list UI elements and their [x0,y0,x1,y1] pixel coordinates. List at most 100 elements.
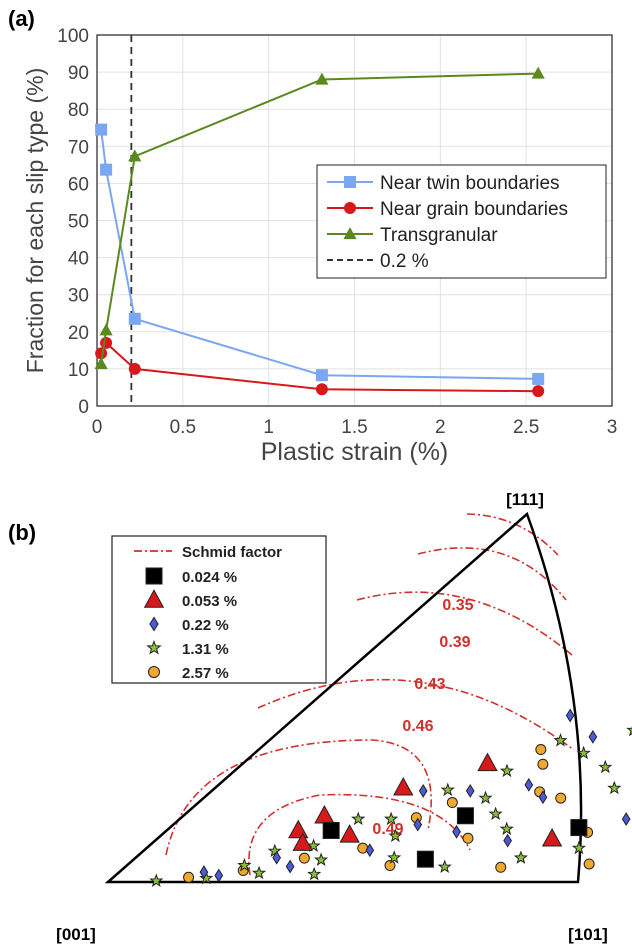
data-point [94,357,108,370]
ipf-point [183,871,195,883]
ipf-point [416,850,434,868]
data-point [315,369,328,382]
ipf-point [387,850,402,864]
legend-label: 0.2 % [380,251,429,272]
ipf-point [351,811,366,826]
ipf-point [267,843,282,858]
x-tick-label: 2 [435,417,446,438]
corner-label-101: [101] [568,925,608,944]
schmid-contour [466,513,559,556]
schmid-contour [257,678,575,751]
ipf-point [537,758,549,770]
y-tick-label: 80 [68,100,89,121]
ipf-point [477,752,498,772]
ipf-point [384,811,399,826]
ipf-point [626,726,632,737]
data-point [95,123,108,136]
y-tick-label: 0 [78,397,89,418]
ipf-point [513,850,528,864]
data-point [532,385,545,398]
series-group [94,66,545,398]
ipf-point [339,824,360,843]
ipf-point [621,812,631,827]
ipf-point [478,790,493,805]
legend-label: 1.31 % [182,641,229,658]
data-point [532,372,545,385]
contour-label: 0.46 [402,718,433,735]
data-point [128,312,141,325]
ipf-point [307,866,322,881]
data-point [99,323,113,336]
ipf-point [314,804,335,824]
ipf-point [322,821,340,839]
legend-swatch-marker [148,666,160,678]
legend-box [111,535,327,684]
legend: Near twin boundaries Near grain boundarie… [316,164,607,279]
ipf-point [272,850,281,865]
ipf-point [565,708,575,723]
ipf-point [384,860,396,872]
y-tick-label: 70 [68,137,89,158]
legend-title: Schmid factor [182,544,282,561]
data-point [100,163,113,176]
schmid-contour [165,739,432,856]
scatter-points [149,708,632,888]
ipf-point [437,859,452,873]
plot-frame [96,34,613,407]
ipf-point [538,790,548,805]
legend-swatch-marker [149,616,159,632]
contour-label: 0.39 [439,634,470,651]
schmid-contour [248,793,471,876]
ipf-point [237,857,252,872]
y-tick-label: 40 [68,249,89,270]
legend-label: 0.22 % [182,617,229,634]
y-tick-label: 60 [68,174,89,195]
ipf-point [214,868,224,883]
ipf-point [588,729,598,744]
legend-label: 2.57 % [182,665,229,682]
x-axis-label: Plastic strain (%) [261,438,449,466]
ipf-point [413,817,423,832]
ipf-point [306,838,321,853]
ipf-point [598,759,613,774]
x-tick-label: 3 [607,417,618,438]
ipf-point [488,806,503,820]
schmid-contour [356,591,573,656]
data-point [315,72,329,85]
ipf-point [495,861,507,873]
ipf-point [535,744,547,756]
legend-box [316,164,607,279]
legend-swatch-marker [145,567,163,585]
ipf-point [199,870,214,885]
legend: Schmid factor 0.024 % 0.053 % 0.22 % 1.31 % 2… [111,535,327,684]
legend-label: 0.024 % [182,569,237,586]
y-tick-label: 20 [68,323,89,344]
ipf-point [288,819,309,839]
ipf-point [314,852,329,867]
ipf-point [571,840,587,855]
legend-label: Near grain boundaries [380,199,568,220]
x-tick-label: 1.5 [341,417,367,438]
x-tick-label: 0 [92,417,103,438]
ipf-point [292,832,313,851]
data-point [315,383,328,396]
x-tick-label: 2.5 [513,417,539,438]
corner-label-001: [001] [56,925,96,944]
ipf-point [462,832,474,844]
ipf-point [285,859,295,874]
ipf-point [555,792,567,804]
data-point [531,66,545,79]
ipf-point [446,797,458,809]
ipf-point [570,819,588,837]
ipf-point [553,733,568,747]
ipf-point [465,783,475,798]
x-tick-label: 0.5 [170,417,196,438]
ipf-point [456,807,474,825]
ipf-point [418,783,428,798]
schmid-contour [417,547,567,601]
legend-swatch-marker [344,176,356,188]
ipf-point [524,777,534,792]
inverse-pole-figure: 0.350.390.430.460.49 [111] [001] [101] S… [56,490,632,944]
